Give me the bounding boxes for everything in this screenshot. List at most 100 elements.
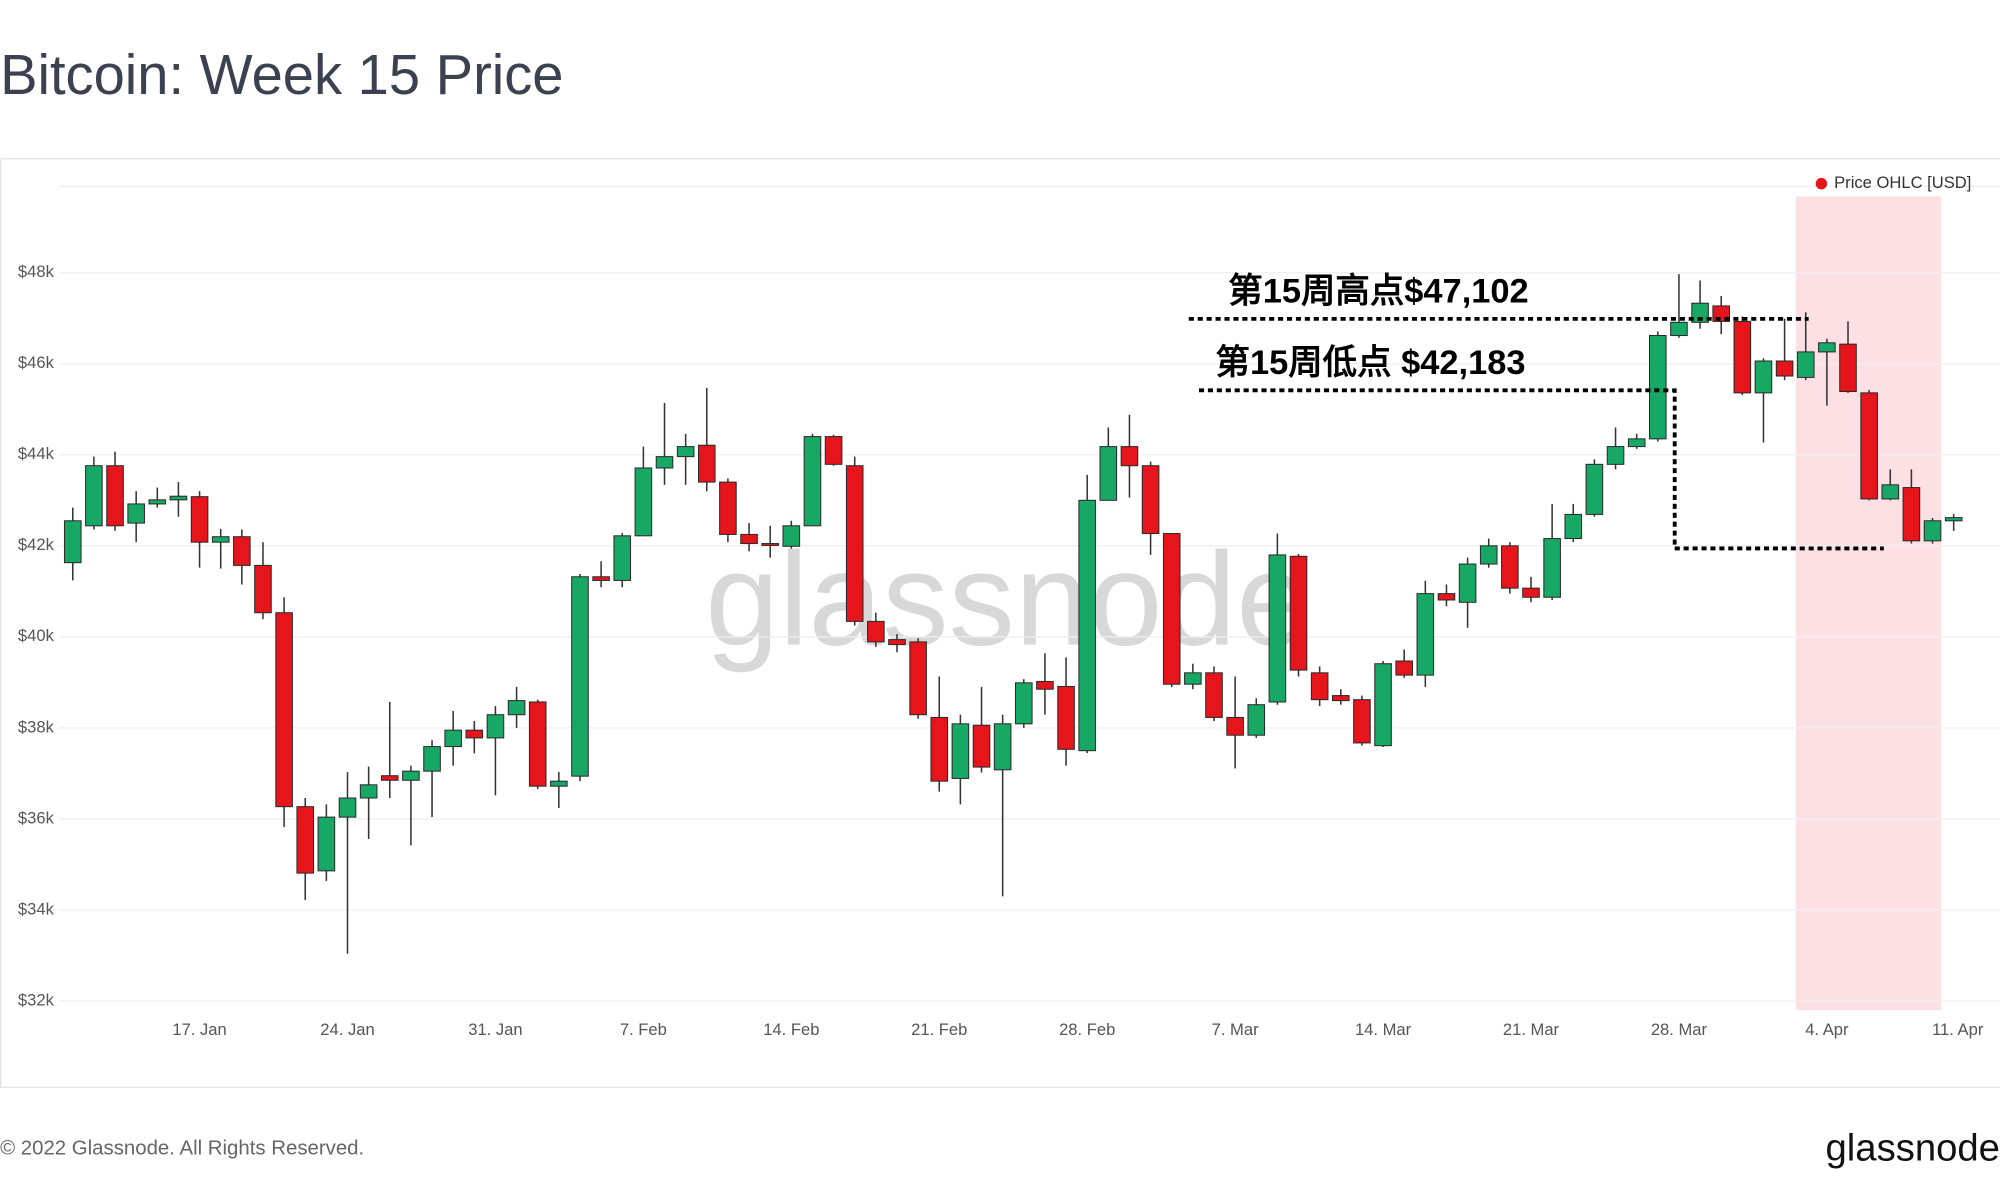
- logo: glassnode: [1826, 1127, 2000, 1170]
- candle-body: [486, 714, 505, 739]
- candle-body: [169, 495, 188, 501]
- candle-body: [233, 536, 251, 566]
- y-tick-label: $36k: [18, 808, 55, 827]
- candle-body: [1162, 533, 1181, 685]
- candle-body: [127, 503, 145, 524]
- watermark: glassnode: [705, 526, 1310, 674]
- candle-body: [63, 520, 82, 564]
- x-tick-label: 14. Feb: [763, 1020, 819, 1039]
- candles: [63, 274, 1963, 954]
- candle-body: [1099, 446, 1118, 501]
- annotation: 第15周高点$47,102: [1228, 272, 1528, 310]
- candle-body: [148, 499, 167, 505]
- candle-body: [761, 543, 779, 546]
- candle-body: [1437, 593, 1456, 601]
- candle-body: [1564, 513, 1583, 540]
- candle-body: [1353, 699, 1371, 744]
- x-tick-label: 28. Mar: [1651, 1020, 1708, 1039]
- y-tick-label: $42k: [18, 535, 55, 554]
- candle-body: [1226, 716, 1244, 736]
- candle-body: [972, 724, 991, 768]
- legend-label: Price OHLC [USD]: [1834, 173, 1971, 192]
- grid: $32k $34k $36k $38k $40k $42k $44k $46k $48k 17. …: [18, 262, 2000, 1039]
- candle-body: [1331, 695, 1350, 702]
- candle-body: [338, 797, 357, 818]
- candle-body: [1268, 554, 1287, 703]
- candle-body: [254, 564, 272, 614]
- x-tick-label: 28. Feb: [1059, 1020, 1115, 1039]
- candle-body: [867, 620, 885, 643]
- y-tick-label: $38k: [18, 717, 55, 736]
- candle-body: [571, 576, 589, 777]
- annotation: 第15周低点 $42,183: [1216, 344, 1526, 382]
- annotation-lines: [1188, 316, 1884, 551]
- candle-body: [1522, 587, 1540, 598]
- footer: © 2022 Glassnode. All Rights Reserved.: [0, 1138, 364, 1160]
- candle-body: [613, 535, 632, 581]
- candle-body: [1501, 545, 1519, 589]
- x-tick-label: 24. Jan: [320, 1020, 374, 1039]
- candle-body: [1670, 321, 1688, 337]
- candle-body: [380, 775, 399, 781]
- candle-body: [1458, 563, 1477, 603]
- candle-body: [444, 729, 462, 748]
- candle-body: [1289, 555, 1308, 671]
- candle-body: [550, 780, 568, 787]
- candle-body: [1902, 487, 1921, 542]
- candle-body: [423, 746, 441, 772]
- candle-body: [1205, 672, 1223, 718]
- candle-body: [1923, 520, 1942, 542]
- x-tick-label: 31. Jan: [468, 1020, 522, 1039]
- y-tick-label: $34k: [18, 899, 55, 918]
- candle-body: [528, 701, 547, 787]
- candle-body: [909, 641, 927, 716]
- candle-body: [719, 481, 737, 535]
- week-15-highlight: [1795, 196, 1942, 1011]
- candle-body: [1585, 463, 1604, 515]
- candle-body: [655, 456, 674, 469]
- candle-body: [1648, 335, 1667, 440]
- candle-body: [803, 436, 822, 527]
- chart-frame: [0, 158, 2000, 1088]
- candle-body: [507, 700, 526, 716]
- candle-body: [1057, 685, 1075, 750]
- candle-body: [930, 716, 949, 782]
- candle-body: [1310, 672, 1329, 701]
- candle-body: [359, 784, 378, 799]
- candle-body: [1374, 663, 1392, 747]
- x-tick-label: 17. Jan: [172, 1020, 226, 1039]
- candle-body: [1120, 446, 1139, 467]
- candle-body: [1733, 320, 1752, 394]
- x-tick-label: 21. Mar: [1503, 1020, 1560, 1039]
- candle-body: [1606, 446, 1625, 465]
- candle-body: [465, 729, 484, 739]
- candle-body: [1141, 465, 1160, 535]
- candle-body: [1627, 438, 1646, 448]
- candle-body: [1796, 351, 1815, 378]
- candle-body: [1839, 343, 1857, 393]
- candle-body: [592, 576, 610, 581]
- x-tick-label: 21. Feb: [911, 1020, 967, 1039]
- candle-body: [951, 723, 970, 779]
- x-tick-label: 4. Apr: [1805, 1020, 1849, 1039]
- candle-body: [634, 467, 653, 537]
- low-line: [1198, 388, 1884, 551]
- candle-body: [888, 639, 906, 646]
- y-tick-label: $46k: [18, 353, 55, 372]
- x-tick-label: 7. Feb: [620, 1020, 667, 1039]
- candle-body: [85, 465, 103, 527]
- candle-body: [1691, 302, 1709, 323]
- candle-body: [1860, 392, 1878, 500]
- legend-marker: [1815, 177, 1828, 190]
- candle-body: [676, 446, 695, 458]
- candle-body: [1014, 682, 1033, 725]
- candle-body: [275, 612, 293, 808]
- candle-body: [1881, 484, 1900, 500]
- y-tick-label: $32k: [18, 990, 55, 1009]
- candle-body: [782, 525, 801, 547]
- candle-body: [1944, 517, 1963, 522]
- y-tick-label: $48k: [18, 262, 55, 281]
- candle-body: [1479, 545, 1498, 565]
- candle-body: [296, 806, 315, 874]
